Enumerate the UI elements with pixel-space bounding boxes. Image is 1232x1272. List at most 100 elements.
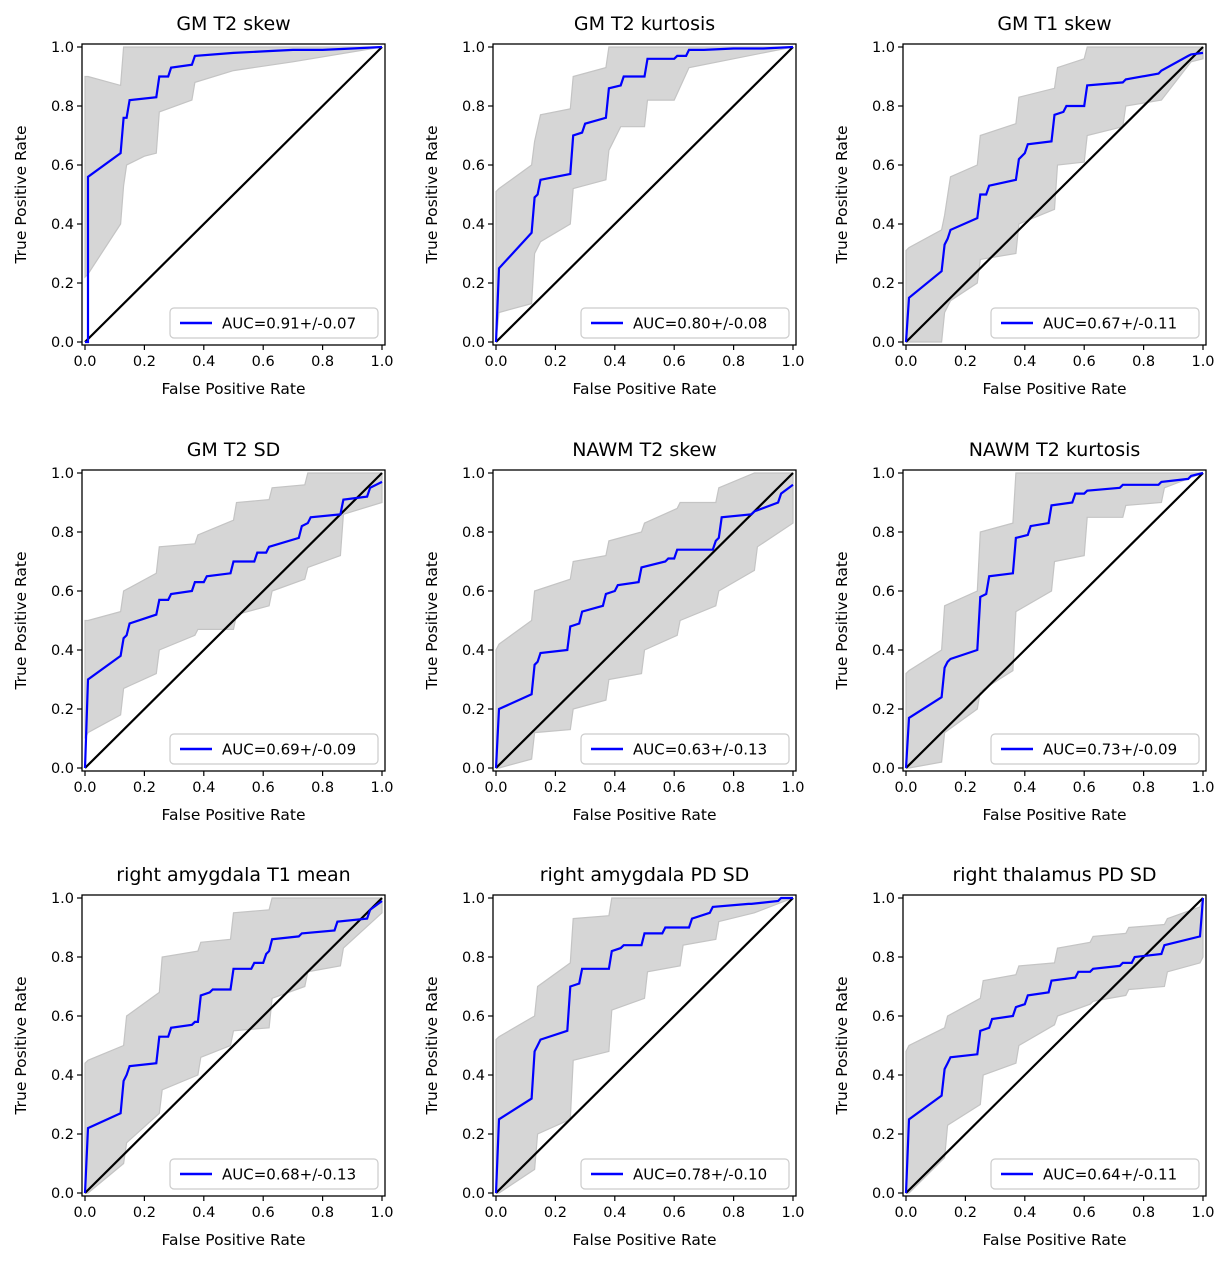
chart-8-xtick-label: 0.6 [663,1205,686,1221]
chart-3-legend-label: AUC=0.67+/-0.11 [1043,315,1177,333]
chart-2-xlabel: False Positive Rate [572,380,716,398]
chart-4-legend-label: AUC=0.69+/-0.09 [222,741,356,759]
chart-9-ytick-label: 0.0 [872,1186,895,1202]
chart-7-xtick-label: 0.4 [192,1205,215,1221]
chart-6-ytick-label: 1.0 [872,466,895,482]
chart-4-xtick-label: 0.0 [73,780,96,796]
chart-6-xtick-label: 0.6 [1073,780,1096,796]
chart-5-xlabel: False Positive Rate [572,806,716,824]
chart-2-ytick-label: 0.6 [462,158,485,174]
chart-1-ytick-label: 0.2 [51,276,74,292]
chart-9-ytick-label: 0.4 [872,1068,895,1084]
chart-4-ytick-label: 0.4 [51,643,74,659]
chart-9-legend-label: AUC=0.64+/-0.11 [1043,1166,1177,1184]
chart-2-legend-label: AUC=0.80+/-0.08 [633,315,767,333]
chart-7-ylabel: True Positive Rate [12,976,30,1115]
chart-2-ytick-label: 0.0 [462,335,485,351]
chart-2-xtick-label: 0.6 [663,354,686,370]
chart-1-xtick-label: 0.8 [311,354,334,370]
chart-2-axes-frame [492,43,797,346]
chart-6-roc-line [904,471,1204,769]
chart-7-legend-label: AUC=0.68+/-0.13 [222,1166,356,1184]
chart-8-roc-line [494,896,793,1194]
chart-1-xtick-label: 1.0 [370,354,393,370]
chart-1-ytick-label: 0.6 [51,158,74,174]
chart-6-legend-box [990,733,1200,765]
chart-3-ytick-label: 0.8 [872,99,895,115]
chart-4-ytick-label: 1.0 [51,466,74,482]
chart-3-xtick-label: 0.2 [954,354,977,370]
chart-9-xtick-label: 0.0 [894,1205,917,1221]
chart-3-ytick-label: 0.0 [872,335,895,351]
chart-7-xtick-label: 0.2 [133,1205,156,1221]
chart-6-chance-line [905,472,1204,769]
chart-6-ytick-label: 0.6 [872,584,895,600]
chart-9-roc-line [904,897,1205,1194]
chart-4-xtick-label: 0.6 [252,780,275,796]
chart-5-title: NAWM T2 skew [572,439,717,461]
chart-6: 0.0 0.0 0.2 0.2 0.4 0.4 0.6 0.6 0.8 0.8 1.0 1.0 NAWM… [833,439,1215,824]
chart-2-ytick-label: 0.8 [462,99,485,115]
chart-5-ytick-label: 1.0 [462,466,485,482]
chart-7-ytick-label: 0.0 [51,1186,74,1202]
chart-5-xtick-label: 0.2 [544,780,567,796]
chart-8-ytick-label: 0.4 [462,1068,485,1084]
chart-3-legend-box [990,307,1200,339]
chart-4-xtick-label: 0.2 [133,780,156,796]
chart-2: 0.0 0.0 0.2 0.2 0.4 0.4 0.6 0.6 0.8 0.8 1.0 1.0 GM T… [423,13,805,398]
chart-8-xlabel: False Positive Rate [572,1231,716,1249]
chart-1-legend-label: AUC=0.91+/-0.07 [222,315,356,333]
chart-2-title: GM T2 kurtosis [574,13,715,35]
chart-2-ylabel: True Positive Rate [423,125,441,264]
chart-1-xtick-label: 0.6 [252,354,275,370]
chart-1-ylabel: True Positive Rate [12,125,30,264]
chart-5-xtick-label: 0.4 [603,780,626,796]
chart-6-xlabel: False Positive Rate [982,806,1126,824]
chart-6-xtick-label: 0.8 [1132,780,1155,796]
chart-8-xtick-label: 0.2 [544,1205,567,1221]
chart-9-ytick-label: 0.2 [872,1127,895,1143]
chart-4-axes-frame [81,469,386,772]
chart-7: 0.0 0.0 0.2 0.2 0.4 0.4 0.6 0.6 0.8 0.8 1.0 1.0 righ… [12,864,394,1249]
chart-2-xtick-label: 0.4 [603,354,626,370]
chart-3-xtick-label: 0.6 [1073,354,1096,370]
chart-3-ylabel: True Positive Rate [833,125,851,264]
chart-8-legend-box [580,1158,790,1190]
chart-5-ylabel: True Positive Rate [423,551,441,690]
chart-8-ylabel: True Positive Rate [423,976,441,1115]
chart-3-ytick-label: 0.6 [872,158,895,174]
chart-4-xtick-label: 0.8 [311,780,334,796]
chart-9-ytick-label: 0.6 [872,1009,895,1025]
chart-1-xlabel: False Positive Rate [161,380,305,398]
chart-7-ytick-label: 0.6 [51,1009,74,1025]
chart-3-ytick-label: 0.2 [872,276,895,292]
chart-7-ytick-label: 0.2 [51,1127,74,1143]
chart-3-axes-frame [902,43,1207,346]
chart-1-ytick-label: 1.0 [51,40,74,56]
chart-7-xtick-label: 0.6 [252,1205,275,1221]
chart-7-legend-box [169,1158,379,1190]
chart-9-chance-line [905,897,1204,1194]
chart-1-axes-frame [81,43,386,346]
chart-3-xtick-label: 0.8 [1132,354,1155,370]
chart-4-xtick-label: 1.0 [370,780,393,796]
chart-9-xtick-label: 0.2 [954,1205,977,1221]
chart-8-ytick-label: 0.8 [462,950,485,966]
chart-3-xtick-label: 1.0 [1191,354,1214,370]
chart-2-xtick-label: 1.0 [781,354,804,370]
chart-4-ylabel: True Positive Rate [12,551,30,690]
chart-7-xtick-label: 0.0 [73,1205,96,1221]
chart-8-ytick-label: 0.0 [462,1186,485,1202]
chart-5-xtick-label: 0.0 [484,780,507,796]
chart-7-chance-line [84,897,383,1194]
chart-1-title: GM T2 skew [176,13,290,35]
chart-7-ytick-label: 1.0 [51,891,74,907]
chart-2-ytick-label: 1.0 [462,40,485,56]
chart-7-title: right amygdala T1 mean [116,864,350,886]
chart-4: 0.0 0.0 0.2 0.2 0.4 0.4 0.6 0.6 0.8 0.8 1.0 1.0 GM T… [12,439,394,824]
chart-3-xlabel: False Positive Rate [982,380,1126,398]
chart-2-legend-box [580,307,790,339]
chart-5-xtick-label: 0.8 [722,780,745,796]
chart-6-xtick-label: 0.4 [1013,780,1036,796]
